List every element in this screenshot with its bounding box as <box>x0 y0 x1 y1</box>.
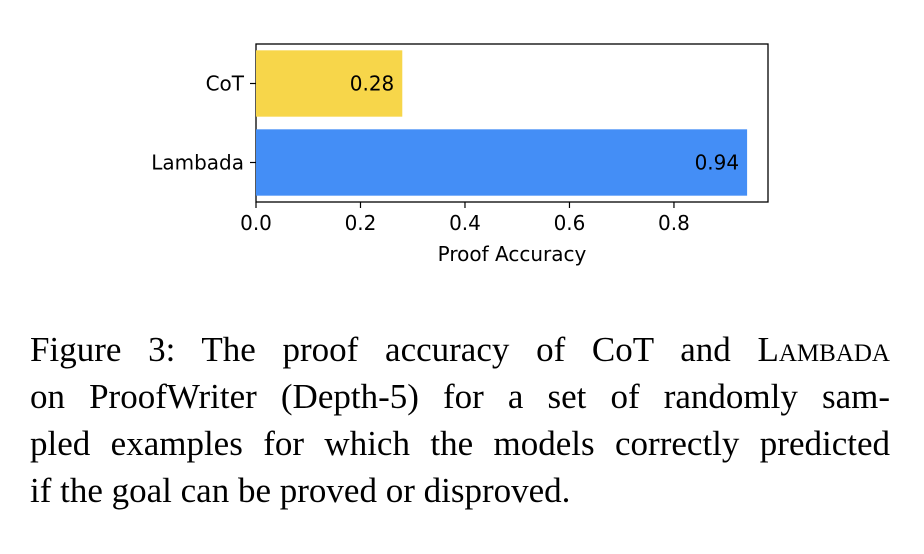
x-axis-label: Proof Accuracy <box>438 242 587 266</box>
plot-frame <box>255 43 769 203</box>
x-tick-label: 0.2 <box>345 211 377 235</box>
bar-chart: 0.28 0.94 CoT Lambada 0.0 0.2 0.4 0.6 0.8 Proo… <box>151 43 769 266</box>
caption-line-3: pled examples for which the models corre… <box>30 424 890 463</box>
caption-line-1: Figure 3: The proof accuracy of CoT and … <box>30 326 890 373</box>
figure-caption: Figure 3: The proof accuracy of CoT and … <box>30 326 890 514</box>
y-tick-label-lambada: Lambada <box>151 151 244 175</box>
bar-value-label-lambada: 0.94 <box>695 151 740 175</box>
bar-value-label-cot: 0.28 <box>350 72 395 96</box>
x-tick-label: 0.6 <box>554 211 586 235</box>
caption-lambada-smallcaps: ambada <box>778 330 890 369</box>
y-tick-label-cot: CoT <box>206 72 245 96</box>
caption-line-1-text: The proof accuracy of CoT and L <box>201 330 779 369</box>
x-tick-label: 0.8 <box>658 211 690 235</box>
caption-prefix: Figure 3: <box>30 330 176 369</box>
x-tick-label: 0.4 <box>449 211 481 235</box>
caption-line-4: if the goal can be proved or disproved. <box>30 471 571 510</box>
bar-lambada <box>256 129 748 196</box>
x-tick-label: 0.0 <box>240 211 272 235</box>
bar-cot <box>256 50 403 117</box>
caption-line-2: on ProofWriter (Depth-5) for a set of ra… <box>30 377 890 416</box>
